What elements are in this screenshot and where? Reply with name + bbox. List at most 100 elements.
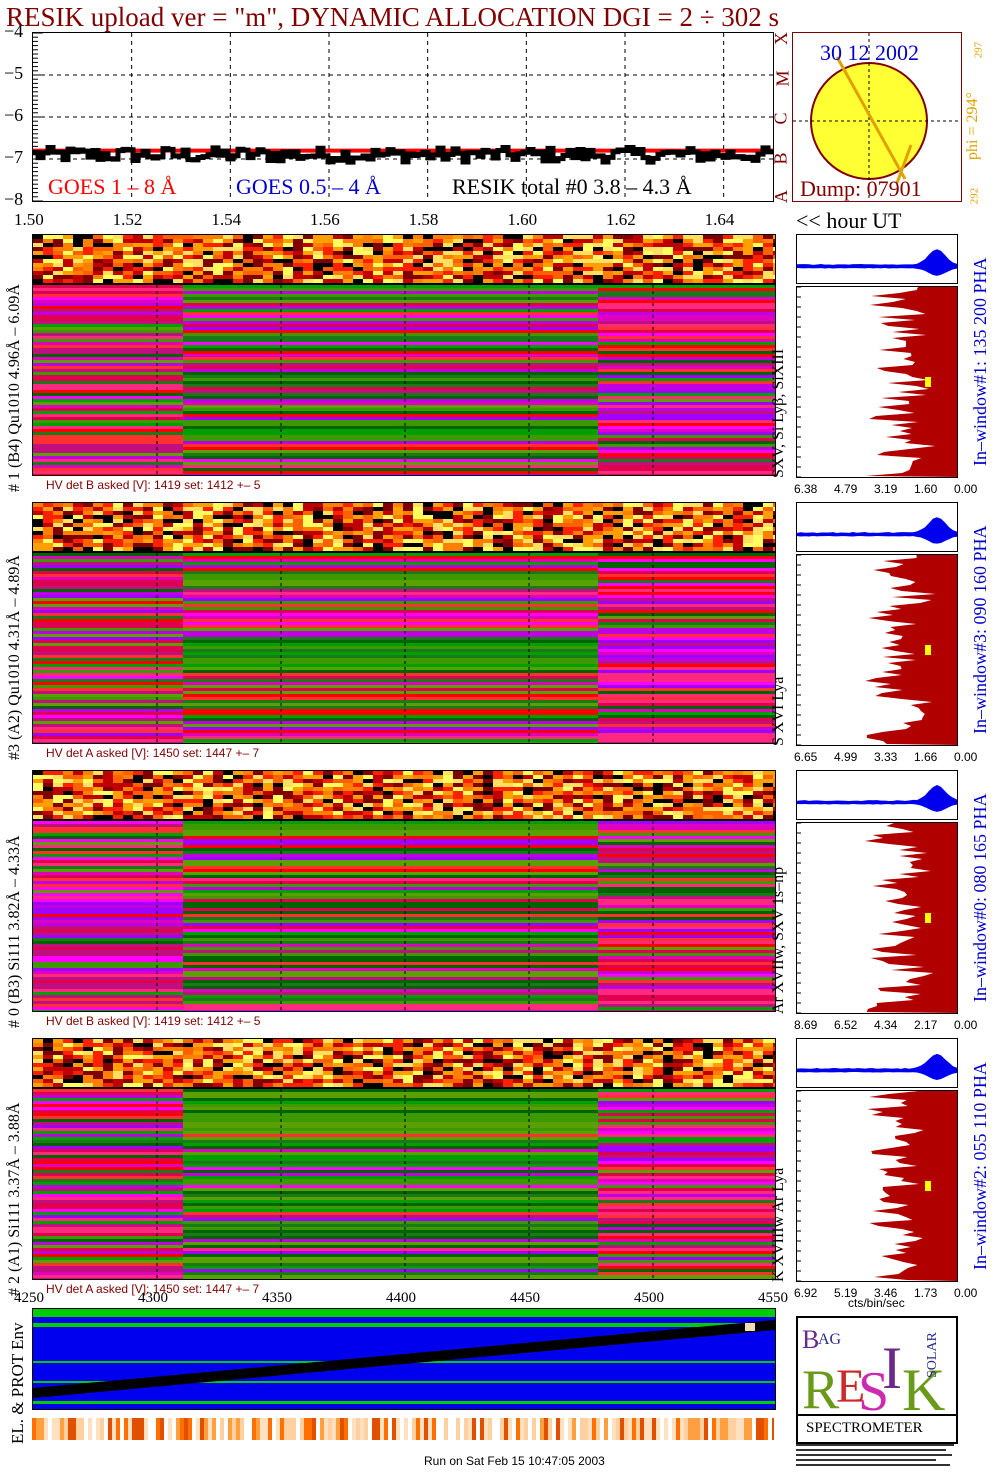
strip-cell [453, 795, 463, 799]
channel-2-lines-label: Ar XVIIw, SXV 1s–np [770, 866, 787, 1014]
strip-cell [613, 1071, 623, 1075]
heat-row [598, 821, 775, 824]
strip-cell [513, 1059, 523, 1063]
strip-cell [183, 535, 193, 539]
strip-cell [573, 815, 583, 819]
strip-cell [733, 527, 743, 531]
strip-cell [193, 815, 203, 819]
heat-row [598, 703, 775, 706]
strip-cell [43, 511, 53, 515]
heat-row [33, 387, 183, 390]
strip-cell [523, 523, 533, 527]
strip-cell [583, 771, 593, 775]
strip-cell [743, 815, 753, 819]
strip-cell [503, 539, 513, 543]
heat-row [598, 715, 775, 718]
strip-cell [253, 779, 263, 783]
strip-cell [463, 247, 473, 251]
strip-cell [83, 775, 93, 779]
strip-cell [363, 791, 373, 795]
strip-cell [323, 811, 333, 815]
strip-cell [123, 787, 133, 791]
strip-cell [733, 771, 743, 775]
strip-cell [73, 807, 83, 811]
strip-cell [503, 243, 513, 247]
strip-cell [523, 279, 533, 283]
strip-cell [753, 1083, 763, 1087]
heat-row [183, 1197, 598, 1200]
strip-cell [213, 1047, 223, 1051]
strip-cell [533, 531, 543, 535]
strip-cell [353, 511, 363, 515]
strip-cell [403, 1075, 413, 1079]
strip-cell [623, 803, 633, 807]
strip-cell [203, 815, 213, 819]
strip-cell [323, 523, 333, 527]
strip-cell [703, 255, 713, 259]
strip-cell [423, 239, 433, 243]
strip-cell [173, 519, 183, 523]
strip-cell [413, 519, 423, 523]
heat-row [33, 1215, 183, 1218]
strip-cell [763, 547, 773, 551]
strip-cell [43, 523, 53, 527]
strip-cell [293, 543, 303, 547]
heat-row [183, 1248, 598, 1251]
strip-cell [543, 1071, 553, 1075]
strip-cell [543, 523, 553, 527]
strip-cell [108, 1418, 112, 1440]
heat-row [598, 345, 775, 348]
strip-cell [373, 791, 383, 795]
run-footer: Run on Sat Feb 15 10:47:05 2003 [424, 1454, 605, 1468]
strip-cell [763, 247, 773, 251]
strip-cell [613, 539, 623, 543]
strip-cell [352, 1418, 356, 1440]
strip-cell [173, 527, 183, 531]
strip-cell [723, 243, 733, 247]
strip-cell [33, 543, 43, 547]
pha-red-profile [867, 1091, 957, 1281]
strip-cell [273, 1047, 283, 1051]
strip-cell [333, 803, 343, 807]
strip-cell [583, 815, 593, 819]
strip-cell [93, 1039, 103, 1043]
heat-row [598, 667, 775, 670]
channel-2-left-label: # 0 (B3) Si111 3.82Å – 4.33Å [6, 835, 23, 1028]
heat-row [598, 1209, 775, 1212]
strip-cell [233, 1067, 243, 1071]
strip-cell [723, 259, 733, 263]
strip-cell [643, 535, 653, 539]
strip-cell [133, 1079, 143, 1083]
strip-cell [503, 807, 513, 811]
strip-cell [513, 519, 523, 523]
strip-cell [143, 771, 153, 775]
heat-row [183, 1251, 598, 1254]
strip-cell [723, 279, 733, 283]
strip-cell [293, 1067, 303, 1071]
strip-cell [203, 1067, 213, 1071]
strip-cell [123, 1055, 133, 1059]
strip-cell [203, 255, 213, 259]
strip-cell [533, 779, 543, 783]
strip-cell [113, 275, 123, 279]
strip-cell [503, 803, 513, 807]
strip-cell [523, 547, 533, 551]
strip-cell [313, 523, 323, 527]
strip-cell [463, 795, 473, 799]
strip-cell [393, 507, 403, 511]
strip-cell [673, 779, 683, 783]
strip-cell [483, 547, 493, 551]
strip-cell [643, 539, 653, 543]
strip-cell [433, 1071, 443, 1075]
strip-cell [263, 783, 273, 787]
strip-cell [43, 259, 53, 263]
strip-cell [463, 243, 473, 247]
strip-cell [303, 771, 313, 775]
heat-row [183, 420, 598, 423]
strip-cell [33, 275, 43, 279]
strip-cell [303, 531, 313, 535]
strip-cell [263, 255, 273, 259]
heat-row [598, 857, 775, 860]
strip-cell [243, 795, 253, 799]
heat-row [598, 1116, 775, 1119]
